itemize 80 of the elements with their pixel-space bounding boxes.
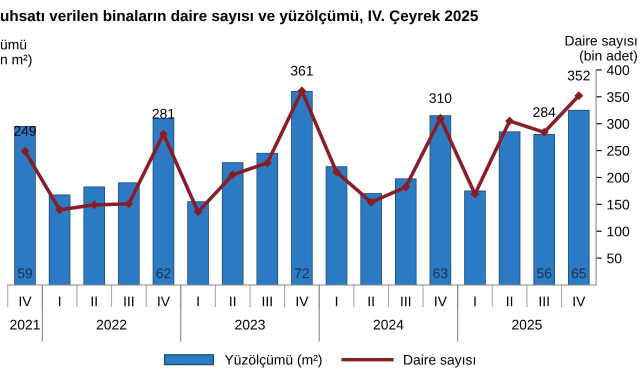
data-label: 281	[152, 108, 174, 119]
x-tick-label: III	[124, 296, 134, 306]
y2-tick-label: 200	[607, 172, 630, 183]
y2-tick-label: 400	[606, 65, 630, 76]
point	[263, 158, 272, 168]
point	[505, 116, 514, 126]
point	[124, 200, 133, 208]
x-tick-label: III	[540, 296, 549, 306]
bar	[14, 126, 36, 285]
point	[540, 128, 548, 136]
data-label: 310	[429, 93, 452, 104]
y2-tick-label: 150	[608, 200, 630, 210]
data-label: 284	[533, 107, 556, 118]
data-label: 249	[14, 126, 36, 136]
text: 2021	[10, 320, 40, 330]
text: 2025	[512, 320, 542, 330]
bar	[326, 166, 348, 285]
point	[470, 190, 480, 198]
x-tick-label: I	[58, 296, 60, 306]
data-label: 59	[18, 268, 32, 278]
y2-tick-label: 50	[607, 253, 622, 264]
y2-tick-label: 250	[607, 146, 630, 156]
point	[228, 170, 237, 179]
bar	[48, 194, 70, 285]
x-tick-label: IV	[574, 296, 586, 306]
bar	[430, 115, 452, 285]
bar	[464, 190, 486, 285]
x-tick-label: I	[336, 296, 338, 306]
point	[436, 114, 444, 122]
point	[298, 86, 306, 96]
point	[20, 146, 30, 156]
bar	[360, 193, 382, 285]
x-tick-label: II	[92, 296, 97, 306]
point	[402, 183, 410, 192]
y2-axis-title: Daire sayısı (bin adet)	[566, 35, 637, 64]
point	[367, 198, 376, 206]
data-label: 352	[568, 70, 590, 80]
bar	[152, 118, 174, 285]
data-label: 65	[572, 268, 586, 278]
bar	[533, 134, 556, 285]
text: 2023	[235, 320, 265, 330]
x-tick-label: III	[262, 296, 272, 306]
x-tick-label: IV	[158, 296, 170, 306]
x-tick-label: IV	[435, 296, 447, 306]
bar	[394, 178, 417, 285]
y2-tick-label: 300	[607, 119, 630, 129]
point	[159, 130, 168, 138]
text: 2022	[96, 320, 126, 330]
point	[194, 208, 202, 216]
x-tick-label: I	[474, 296, 476, 306]
x-tick-label: II	[507, 296, 512, 306]
bar	[498, 131, 520, 285]
bar	[187, 201, 209, 285]
chart-title: uhsatı verilen binaların daire sayısı ve yüzölçümü, IV. Çeyrek 2025	[0, 10, 478, 24]
legend-label: Yüzölçümü (m²)	[224, 354, 322, 368]
x-tick-label: II	[368, 296, 374, 306]
x-tick-label: III	[401, 296, 410, 306]
x-tick-label: I	[197, 296, 199, 306]
bar	[118, 182, 140, 285]
bar	[256, 152, 278, 285]
y-axis-title: ümü n m²)	[0, 40, 32, 68]
data-label: 72	[294, 268, 309, 278]
x-tick-label: IV	[20, 296, 32, 306]
bar	[222, 162, 244, 285]
text: 2024	[374, 320, 404, 330]
data-label: 361	[290, 66, 313, 76]
x-tick-label: II	[230, 296, 236, 306]
bar	[291, 91, 313, 285]
y2-tick-label: 350	[607, 92, 630, 102]
x-tick-label: IV	[296, 296, 308, 306]
y2-tick-label: 100	[608, 226, 630, 236]
data-label: 56	[537, 268, 552, 278]
legend-label: Daire sayısı	[404, 354, 475, 368]
point	[574, 92, 583, 100]
data-label: 63	[433, 268, 448, 278]
bar	[568, 110, 590, 285]
point	[55, 206, 64, 214]
point	[332, 168, 341, 176]
data-label: 62	[156, 268, 170, 278]
bar	[83, 186, 106, 285]
